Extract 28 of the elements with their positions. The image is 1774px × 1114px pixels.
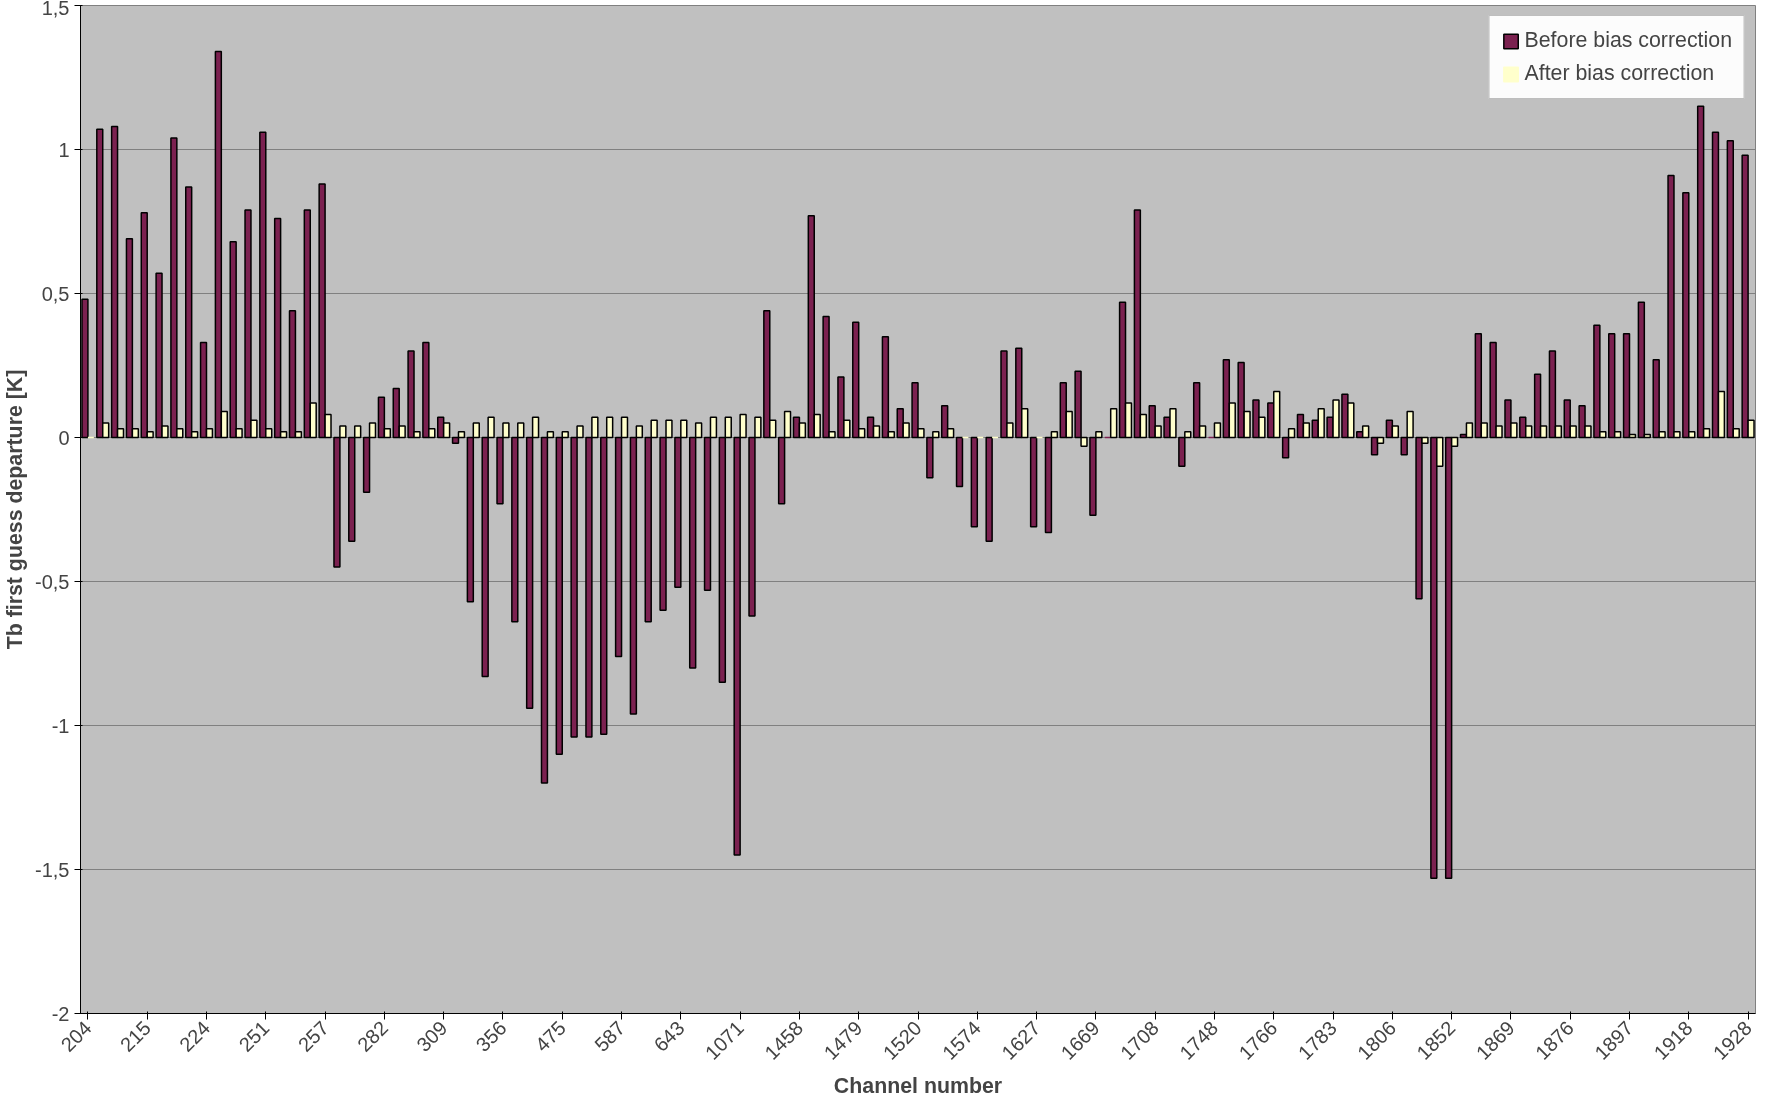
x-tick-label: 587 [590, 1016, 630, 1056]
bar [1109, 407, 1118, 439]
y-tick-label: 0 [58, 426, 70, 449]
bar [1213, 422, 1222, 439]
y-tick-label: 1,5 [41, 0, 70, 19]
y-tick-label: -1 [51, 714, 70, 737]
bar [985, 436, 993, 542]
bar [955, 436, 964, 488]
x-tick-label: 224 [175, 1016, 215, 1056]
y-tick-label: 0,5 [41, 282, 70, 305]
y-tick-label: 1 [58, 138, 70, 161]
x-tick-label: 215 [115, 1016, 155, 1056]
x-tick-label: 251 [234, 1016, 274, 1056]
y-axis-title: Tb first guess departure [K] [3, 369, 28, 650]
x-tick-label: 309 [412, 1016, 452, 1056]
legend-label: Before bias correction [1524, 28, 1732, 53]
x-tick-label: 643 [649, 1016, 689, 1056]
bar [1029, 436, 1038, 528]
x-tick-label: 356 [471, 1016, 511, 1056]
y-tick-label: -0,5 [35, 570, 70, 593]
legend-label: After bias correction [1524, 61, 1715, 86]
x-tick-label: 282 [353, 1016, 393, 1056]
bar [970, 436, 979, 528]
x-tick-label: 257 [293, 1016, 333, 1056]
y-tick-label: -2 [51, 1002, 70, 1025]
x-tick-label: 475 [530, 1016, 571, 1056]
y-tick-label: -1,5 [35, 858, 70, 881]
x-axis-title: Channel number [833, 1073, 1003, 1098]
